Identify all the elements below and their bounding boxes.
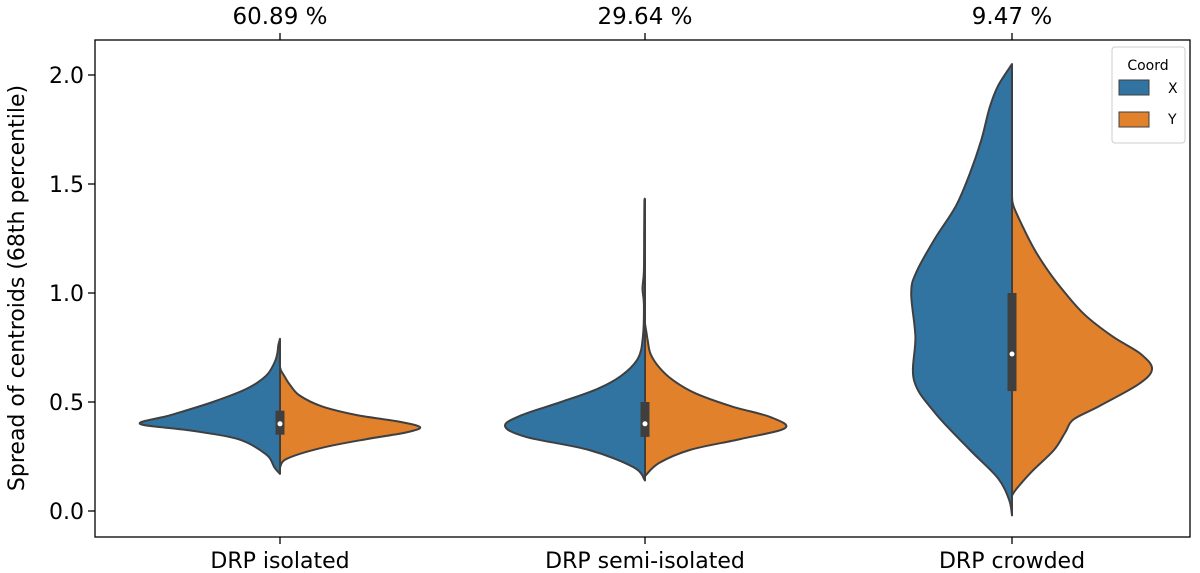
y-axis: 0.0 0.5 1.0 1.5 2.0 [49,64,95,525]
y-tick-label-2: 1.0 [49,282,84,307]
y-axis-title: Spread of centroids (68th percentile) [5,85,30,491]
y-tick-label-3: 1.5 [49,173,84,198]
plot-frame [94,39,1191,538]
top-tick-label-0: 60.89 % [232,4,327,30]
x-tick-label-1: DRP semi-isolated [545,549,745,573]
top-tick-label-1: 29.64 % [597,4,692,30]
median-marker-1 [642,421,648,427]
violin-x-0 [138,337,281,475]
x-axis: DRP isolated DRP semi-isolated DRP crowded [210,537,1085,573]
x-tick-label-2: DRP crowded [939,549,1085,573]
box-iqr-2 [1007,293,1017,392]
legend-title: Coord [1127,58,1168,74]
y-tick-label-4: 2.0 [49,64,84,89]
x-tick-label-0: DRP isolated [210,549,349,573]
legend: Coord X Y [1111,46,1186,144]
y-tick-label-1: 0.5 [49,391,84,416]
violin-y-2 [1011,193,1154,497]
legend-swatch-y [1118,111,1150,128]
violin-x-1 [504,197,646,482]
legend-label-x: X [1168,81,1178,97]
legend-label-y: Y [1167,112,1177,128]
violin-layer [138,63,1154,517]
top-axis: 60.89 % 29.64 % 9.47 % [232,4,1052,40]
median-marker-2 [1009,351,1015,357]
top-tick-label-2: 9.47 % [972,4,1052,30]
median-marker-0 [277,421,283,427]
box-iqr-1 [640,402,650,437]
violin-y-0 [278,348,422,469]
legend-swatch-x [1118,79,1150,96]
violin-x-2 [910,63,1013,517]
violin-y-1 [644,322,788,478]
y-tick-label-0: 0.0 [49,500,84,525]
